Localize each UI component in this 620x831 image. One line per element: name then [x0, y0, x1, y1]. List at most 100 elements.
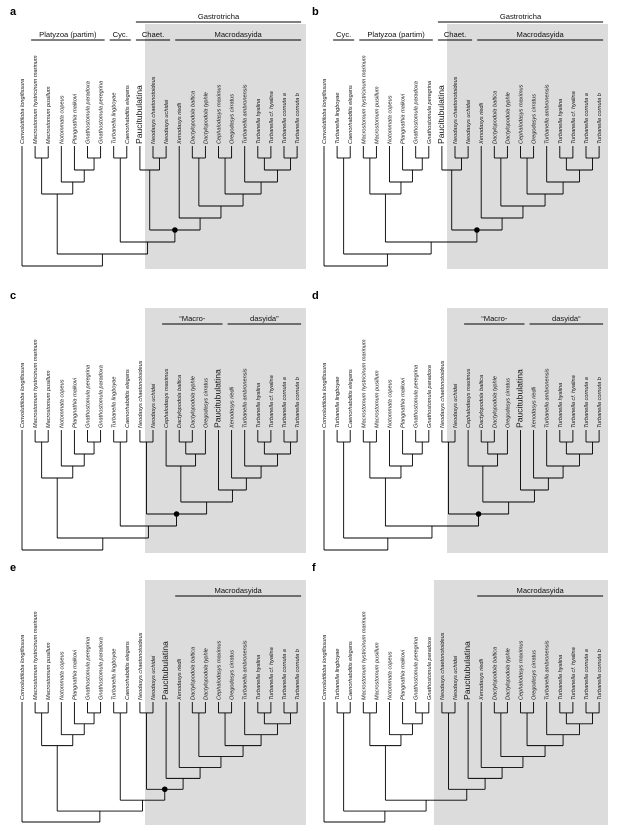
taxon-label: Dactylopodola typhle — [203, 648, 209, 700]
taxon-label: Gnathostomula peregrina — [414, 365, 420, 428]
panel-a: a Platyzoa (partim) Cyc. Gastrotricha Chaet.… — [10, 4, 310, 269]
taxon-label: Neodasys uchidai — [164, 99, 170, 144]
taxon-label: Dactylopodola typhle — [492, 376, 498, 428]
taxon-label: Turbanella ambronensis — [243, 640, 249, 700]
taxon-label: Turbanella ambronensis — [545, 368, 551, 428]
group-label: Cyc. — [336, 30, 351, 39]
taxon-label: Neodasys chaetonotoideus — [138, 360, 144, 428]
taxon-label: Dactylopodola baltica — [177, 375, 183, 428]
taxon-label: Turbanella hyalina — [256, 655, 262, 700]
group-label: dasyida“ — [552, 314, 581, 323]
taxon-label: Turbanella lingboyae — [335, 92, 341, 144]
taxon-label: Neodasys chaetonotoideus — [440, 360, 446, 428]
taxon-label: Macrostomum pusillum — [374, 642, 380, 700]
cladogram-c: c “Macro-dasyida” Convoluttiloba longifiss… — [10, 290, 306, 553]
taxon-label: Dactylopodola baltica — [479, 375, 485, 428]
group-label: Gastrotricha — [500, 12, 542, 21]
panel-e: e Macrodasyida Convoluttiloba longifissura… — [10, 560, 310, 825]
taxon-label: Xenodasys riedli — [479, 658, 485, 701]
taxon-label: Turbanella ambronensis — [545, 640, 551, 700]
taxon-label: Neodasys chaetonotoideus — [138, 632, 144, 700]
taxon-label: Notommata copeus — [59, 379, 65, 428]
taxon-label: Gnathostomula peregrina — [99, 81, 105, 144]
taxon-label: Convoluttiloba longifissura — [20, 79, 26, 144]
taxon-label: Turbanella cf. hyalina — [571, 647, 577, 700]
panel-c: c “Macro-dasyida” Convoluttiloba longifiss… — [10, 288, 310, 553]
taxon-label: Dactylopodola baltica — [492, 647, 498, 700]
taxon-label: Turbanella lingboyae — [335, 648, 341, 700]
taxon-label: Caenorhabditis elegans — [348, 85, 354, 144]
group-label: Gastrotricha — [198, 12, 240, 21]
cladogram-e: e Macrodasyida Convoluttiloba longifissura… — [10, 562, 306, 825]
gastrotricha-node-marker — [173, 511, 180, 517]
taxon-label: Plangnathia malkovi — [72, 377, 78, 428]
taxon-label: Gnathostomula paradoxa — [427, 637, 433, 700]
taxon-label: Neodasys uchidai — [453, 655, 459, 700]
taxon-label: Notommata copeus — [59, 95, 65, 144]
taxon-label: Caenorhabditis elegans — [348, 369, 354, 428]
taxon-label: Turbanella cornuta b — [295, 93, 301, 144]
tree-branches — [21, 430, 298, 551]
taxon-label: Paucitubulatina — [134, 85, 144, 144]
taxon-label: Turbanella ambronensis — [545, 84, 551, 144]
taxon-label: Plangnathia malkovi — [72, 649, 78, 700]
taxon-label: Gnathostomula peregrina — [86, 365, 92, 428]
taxon-label: Convoluttiloba longifissura — [322, 79, 328, 144]
group-label: Chaet. — [444, 30, 466, 39]
taxon-label: Gnathostomula peregrina — [427, 81, 433, 144]
taxon-label: Neodasys uchidai — [453, 383, 459, 428]
taxon-label: Turbanella ambronensis — [243, 368, 249, 428]
taxon-label: Notommata copeus — [388, 95, 394, 144]
taxon-label: Turbanella lingboyae — [335, 376, 341, 428]
taxon-label: Macrostomum hystricinum marinum — [361, 339, 367, 428]
taxon-label: Oregodasys cirratus — [505, 378, 511, 428]
taxon-label: Turbanella cornuta a — [584, 377, 590, 428]
taxon-label: Paucitubulatina — [213, 369, 223, 428]
group-label: Platyzoa (partim) — [39, 30, 97, 39]
taxon-label: Turbanella cornuta a — [282, 93, 288, 144]
gastrotricha-shading — [447, 308, 608, 553]
group-label: Platyzoa (partim) — [367, 30, 425, 39]
taxon-label: Gnathostomula paradoxa — [99, 365, 105, 428]
panel-label: e — [10, 562, 16, 574]
taxon-label: Plangnathia malkovi — [401, 649, 407, 700]
taxon-label: Macrostomum hystricinum marinum — [361, 611, 367, 700]
panel-b: b Cyc. Platyzoa (partim) Gastrotricha Chaet.… — [312, 4, 612, 269]
tree-branches — [323, 702, 600, 823]
taxon-label: Turbanella cornuta a — [282, 649, 288, 700]
taxon-label: Gnathostomula paradoxa — [86, 81, 92, 144]
taxon-label: Cephalodasys maximus — [466, 368, 472, 428]
group-label: Macrodasyida — [517, 30, 565, 39]
taxon-label: Turbanella cornuta a — [584, 649, 590, 700]
taxon-label: Xenodasys riedli — [230, 386, 236, 429]
taxon-label: Macrostomum pusillum — [46, 86, 52, 144]
taxon-label: Notommata copeus — [388, 651, 394, 700]
taxon-label: Turbanella cornuta a — [584, 93, 590, 144]
group-label: Chaet. — [142, 30, 164, 39]
cladogram-a: a Platyzoa (partim) Cyc. Gastrotricha Chaet.… — [10, 6, 306, 269]
taxon-label: Gnathostomula paradoxa — [427, 365, 433, 428]
group-label: Macrodasyida — [517, 586, 565, 595]
taxon-label: Caenorhabditis elegans — [125, 369, 131, 428]
panel-label: d — [312, 290, 319, 302]
taxon-label: Turbanella hyalina — [558, 383, 564, 428]
taxon-label: Plangnathia malkovi — [401, 93, 407, 144]
taxon-label: Notommata copeus — [388, 379, 394, 428]
taxon-label: Oregodasys cirratus — [230, 94, 236, 144]
taxon-label: Dactylopodola baltica — [190, 647, 196, 700]
taxon-label: Dactylopodola typhle — [505, 92, 511, 144]
gastrotricha-node-marker — [474, 227, 480, 233]
taxon-label: Turbanella cornuta a — [282, 377, 288, 428]
gastrotricha-shading — [145, 308, 306, 553]
taxon-label: Turbanella cornuta b — [597, 377, 603, 428]
taxon-label: Turbanella lingboyae — [112, 376, 118, 428]
gastrotricha-node-marker — [172, 227, 178, 233]
panel-d: d “Macro-dasyida“ Convoluttiloba longifiss… — [312, 288, 612, 553]
taxon-label: Macrostomum hystricinum marinum — [33, 611, 39, 700]
taxon-label: Turbanella cf. hyalina — [269, 91, 275, 144]
taxon-label: Turbanella hyalina — [256, 99, 262, 144]
taxon-label: Dactylopodola typhle — [505, 648, 511, 700]
taxon-label: Macrostomum pusillum — [374, 86, 380, 144]
taxon-label: Xenodasys riedli — [479, 102, 485, 145]
